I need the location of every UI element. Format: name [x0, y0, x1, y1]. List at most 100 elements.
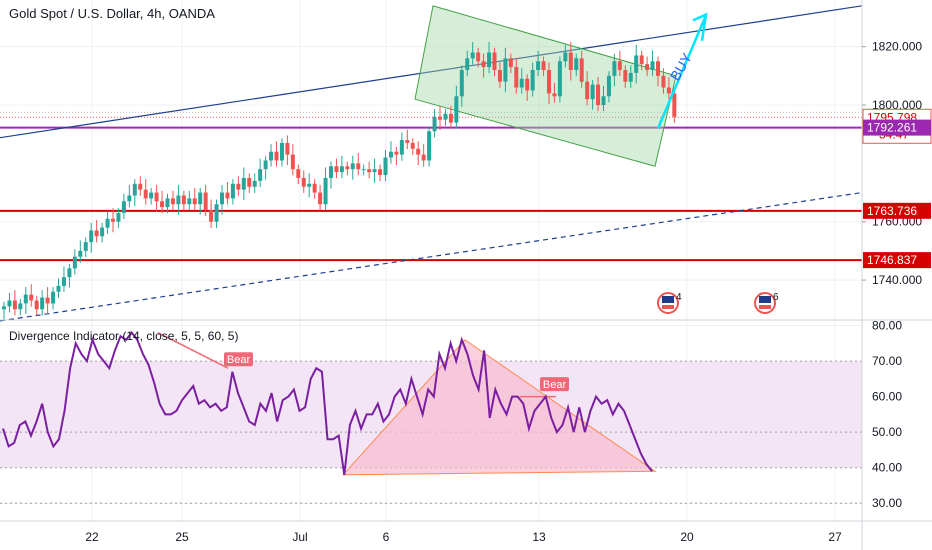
candle-body — [541, 61, 546, 71]
upper-trendline — [0, 5, 863, 139]
candle-body — [7, 300, 12, 307]
buy-arrow-line — [656, 17, 707, 129]
candle-body — [470, 52, 475, 59]
candle-body — [225, 192, 230, 199]
time-axis-label: Jul — [292, 530, 307, 544]
candle-body — [416, 148, 421, 155]
candle-body — [514, 67, 519, 88]
candle-body — [100, 227, 105, 237]
candle-body — [198, 192, 203, 205]
candle-body — [345, 166, 350, 170]
candle-body — [176, 195, 181, 205]
time-axis-label: 27 — [828, 530, 842, 544]
candle-body — [568, 52, 573, 71]
indicator-tick-label: 80.00 — [872, 319, 902, 333]
candle-body — [383, 157, 388, 176]
candle-body — [427, 131, 432, 161]
candle-body — [525, 78, 530, 91]
candle-body — [606, 75, 611, 97]
candle-body — [263, 160, 268, 170]
price-channel[interactable] — [414, 5, 677, 167]
candle-body — [61, 277, 66, 286]
candle-body — [497, 70, 502, 82]
candle-body — [334, 166, 339, 173]
candle-body — [666, 87, 671, 94]
candle-body — [187, 198, 192, 205]
candle-body — [617, 61, 622, 71]
price-tag-label: 1792.261 — [867, 121, 917, 135]
candle-body — [105, 218, 110, 228]
candle-body — [170, 198, 175, 205]
candle-body — [51, 291, 56, 304]
candle-body — [89, 230, 94, 243]
candle-body — [508, 58, 513, 68]
candle-body — [29, 294, 34, 301]
chart-title: Gold Spot / U.S. Dollar, 4h, OANDA — [9, 6, 215, 21]
candle-body — [394, 151, 399, 155]
price-tag-label: 1763.736 — [867, 204, 917, 218]
candle-body — [481, 61, 486, 68]
price-tag-box — [863, 202, 931, 219]
candle-body — [236, 183, 241, 190]
candle-body — [312, 183, 317, 193]
candle-body — [143, 189, 148, 199]
bear-label-box — [540, 377, 569, 392]
candle-body — [557, 61, 562, 97]
indicator-tick-label: 30.00 — [872, 496, 902, 510]
candle-body — [214, 204, 219, 222]
candle-body — [285, 142, 290, 155]
bear-label-box — [224, 352, 253, 367]
buy-arrow-head — [692, 12, 708, 42]
candle-body — [350, 163, 355, 170]
candle-body — [94, 230, 99, 237]
candle-body — [639, 55, 644, 65]
candle-body — [410, 142, 415, 149]
candle-body — [372, 169, 377, 173]
indicator-tick-label: 70.00 — [872, 354, 902, 368]
candles — [2, 42, 677, 320]
time-axis-label: 20 — [680, 530, 694, 544]
oscillator-line — [2, 331, 653, 475]
candle-body — [585, 81, 590, 100]
candle-body — [563, 52, 568, 62]
us-flag-icon-canton — [759, 296, 771, 303]
candle-body — [634, 55, 639, 73]
candle-body — [247, 177, 252, 187]
candle-body — [56, 285, 61, 292]
indicator-tick-label: 60.00 — [872, 390, 902, 404]
candle-body — [149, 192, 154, 199]
candle-body — [612, 61, 617, 76]
candle-body — [307, 183, 312, 187]
candle-body — [165, 198, 170, 208]
candle-body — [296, 169, 301, 178]
candle-body — [18, 303, 23, 310]
candle-body — [12, 300, 17, 310]
candle-body — [318, 192, 323, 205]
candle-body — [160, 201, 165, 208]
price-tick-label: 1800.000 — [872, 98, 922, 112]
candle-body — [503, 58, 508, 82]
time-axis-label: 13 — [532, 530, 546, 544]
candle-body — [301, 177, 306, 187]
candle-body — [83, 242, 88, 251]
candle-body — [519, 78, 524, 88]
candle-body — [252, 180, 257, 187]
candle-body — [40, 297, 45, 310]
candle-body — [323, 177, 328, 205]
candle-body — [530, 70, 535, 91]
candle-body — [536, 61, 541, 71]
candle-body — [2, 306, 6, 310]
candle-body — [661, 75, 666, 88]
us-flag-icon-stripes — [662, 305, 674, 309]
candle-body — [378, 169, 383, 176]
candle-body — [23, 294, 28, 304]
indicator-title: Divergence Indicator (14, close, 5, 5, 6… — [9, 329, 239, 343]
earnings-count: 4 — [676, 292, 682, 303]
candle-body — [34, 300, 39, 310]
candle-body — [132, 183, 137, 196]
candle-body — [459, 70, 464, 97]
candle-body — [203, 192, 208, 211]
candle-body — [339, 166, 344, 173]
